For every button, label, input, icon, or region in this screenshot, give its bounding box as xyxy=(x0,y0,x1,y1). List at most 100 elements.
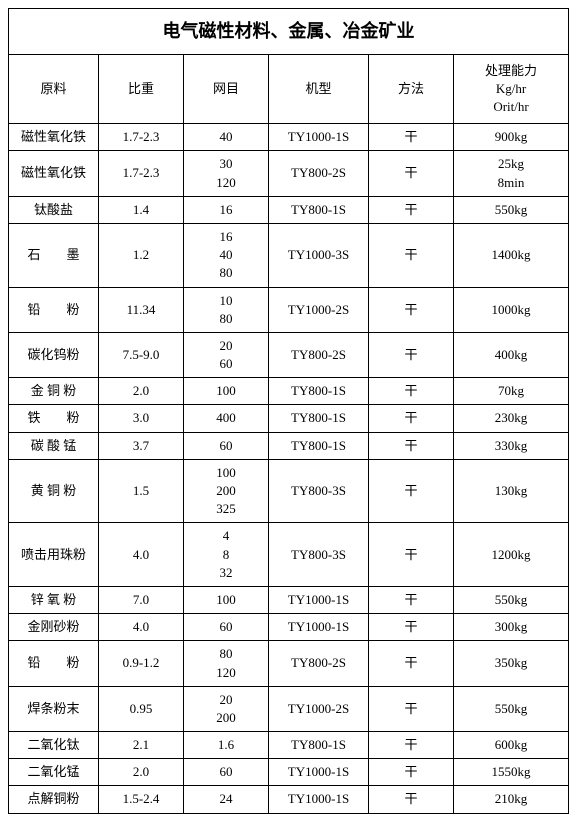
cell-specific-gravity: 2.1 xyxy=(99,732,184,759)
table-row: 铅 粉11.3410 80TY1000-2S干1000kg xyxy=(9,287,569,332)
cell-specific-gravity: 1.2 xyxy=(99,223,184,287)
cell-specific-gravity: 3.7 xyxy=(99,432,184,459)
cell-specific-gravity: 7.5-9.0 xyxy=(99,332,184,377)
cell-specific-gravity: 1.7-2.3 xyxy=(99,124,184,151)
cell-specific-gravity: 3.0 xyxy=(99,405,184,432)
cell-capacity: 900kg xyxy=(454,124,569,151)
cell-material: 焊条粉末 xyxy=(9,686,99,731)
table-title: 电气磁性材料、金属、冶金矿业 xyxy=(9,9,569,55)
table-row: 喷击用珠粉4.04 8 32TY800-3S干1200kg xyxy=(9,523,569,587)
cell-mesh: 40 xyxy=(184,124,269,151)
cell-model: TY800-2S xyxy=(269,641,369,686)
cell-specific-gravity: 0.95 xyxy=(99,686,184,731)
cell-mesh: 60 xyxy=(184,432,269,459)
cell-capacity: 550kg xyxy=(454,196,569,223)
cell-specific-gravity: 7.0 xyxy=(99,586,184,613)
cell-capacity: 600kg xyxy=(454,732,569,759)
table-row: 钛酸盐1.416TY800-1S干550kg xyxy=(9,196,569,223)
table-row: 碳化钨粉7.5-9.020 60TY800-2S干400kg xyxy=(9,332,569,377)
cell-capacity: 1000kg xyxy=(454,287,569,332)
cell-model: TY1000-1S xyxy=(269,586,369,613)
table-row: 碳 酸 锰3.760TY800-1S干330kg xyxy=(9,432,569,459)
table-body: 磁性氧化铁1.7-2.340TY1000-1S干900kg磁性氧化铁1.7-2.… xyxy=(9,124,569,813)
cell-capacity: 550kg xyxy=(454,586,569,613)
cell-specific-gravity: 11.34 xyxy=(99,287,184,332)
cell-material: 喷击用珠粉 xyxy=(9,523,99,587)
table-container: 电气磁性材料、金属、冶金矿业 原料 比重 网目 机型 方法 处理能力 Kg/hr… xyxy=(8,8,568,814)
cell-mesh: 100 xyxy=(184,378,269,405)
cell-material: 钛酸盐 xyxy=(9,196,99,223)
cell-mesh: 30 120 xyxy=(184,151,269,196)
cell-specific-gravity: 1.5 xyxy=(99,459,184,523)
cell-model: TY1000-1S xyxy=(269,759,369,786)
cell-mesh: 20 200 xyxy=(184,686,269,731)
cell-capacity: 25kg 8min xyxy=(454,151,569,196)
cell-model: TY800-1S xyxy=(269,196,369,223)
cell-method: 干 xyxy=(369,614,454,641)
cell-method: 干 xyxy=(369,586,454,613)
cell-capacity: 400kg xyxy=(454,332,569,377)
table-row: 焊条粉末0.9520 200TY1000-2S干550kg xyxy=(9,686,569,731)
cell-model: TY1000-1S xyxy=(269,786,369,813)
cell-method: 干 xyxy=(369,432,454,459)
cell-mesh: 20 60 xyxy=(184,332,269,377)
cell-model: TY1000-1S xyxy=(269,124,369,151)
table-row: 锌 氧 粉7.0100TY1000-1S干550kg xyxy=(9,586,569,613)
cell-model: TY800-1S xyxy=(269,732,369,759)
header-material: 原料 xyxy=(9,55,99,124)
cell-mesh: 1.6 xyxy=(184,732,269,759)
cell-capacity: 330kg xyxy=(454,432,569,459)
materials-table: 电气磁性材料、金属、冶金矿业 原料 比重 网目 机型 方法 处理能力 Kg/hr… xyxy=(8,8,569,814)
cell-mesh: 100 200 325 xyxy=(184,459,269,523)
cell-capacity: 1400kg xyxy=(454,223,569,287)
cell-material: 黄 铜 粉 xyxy=(9,459,99,523)
cell-method: 干 xyxy=(369,124,454,151)
table-row: 黄 铜 粉1.5100 200 325TY800-3S干130kg xyxy=(9,459,569,523)
cell-material: 石 墨 xyxy=(9,223,99,287)
cell-material: 碳 酸 锰 xyxy=(9,432,99,459)
cell-mesh: 400 xyxy=(184,405,269,432)
cell-specific-gravity: 2.0 xyxy=(99,759,184,786)
cell-model: TY800-1S xyxy=(269,378,369,405)
cell-capacity: 210kg xyxy=(454,786,569,813)
cell-method: 干 xyxy=(369,786,454,813)
cell-method: 干 xyxy=(369,732,454,759)
cell-material: 铅 粉 xyxy=(9,641,99,686)
cell-method: 干 xyxy=(369,151,454,196)
cell-material: 碳化钨粉 xyxy=(9,332,99,377)
table-row: 金 铜 粉2.0100TY800-1S干70kg xyxy=(9,378,569,405)
cell-model: TY800-2S xyxy=(269,332,369,377)
cell-mesh: 4 8 32 xyxy=(184,523,269,587)
header-method: 方法 xyxy=(369,55,454,124)
table-row: 二氧化锰2.060TY1000-1S干1550kg xyxy=(9,759,569,786)
cell-specific-gravity: 1.4 xyxy=(99,196,184,223)
table-row: 铅 粉0.9-1.280 120TY800-2S干350kg xyxy=(9,641,569,686)
cell-material: 磁性氧化铁 xyxy=(9,151,99,196)
cell-mesh: 10 80 xyxy=(184,287,269,332)
cell-capacity: 1200kg xyxy=(454,523,569,587)
cell-capacity: 550kg xyxy=(454,686,569,731)
cell-method: 干 xyxy=(369,641,454,686)
cell-method: 干 xyxy=(369,459,454,523)
header-mesh: 网目 xyxy=(184,55,269,124)
header-row: 原料 比重 网目 机型 方法 处理能力 Kg/hr Orit/hr xyxy=(9,55,569,124)
cell-method: 干 xyxy=(369,759,454,786)
table-row: 石 墨1.216 40 80TY1000-3S干1400kg xyxy=(9,223,569,287)
cell-model: TY800-2S xyxy=(269,151,369,196)
cell-method: 干 xyxy=(369,405,454,432)
cell-capacity: 70kg xyxy=(454,378,569,405)
cell-material: 二氧化钛 xyxy=(9,732,99,759)
cell-mesh: 24 xyxy=(184,786,269,813)
cell-capacity: 130kg xyxy=(454,459,569,523)
cell-method: 干 xyxy=(369,287,454,332)
cell-mesh: 60 xyxy=(184,759,269,786)
cell-method: 干 xyxy=(369,223,454,287)
cell-model: TY800-3S xyxy=(269,523,369,587)
cell-specific-gravity: 4.0 xyxy=(99,614,184,641)
cell-method: 干 xyxy=(369,686,454,731)
table-row: 二氧化钛2.11.6TY800-1S干600kg xyxy=(9,732,569,759)
table-row: 磁性氧化铁1.7-2.340TY1000-1S干900kg xyxy=(9,124,569,151)
cell-mesh: 100 xyxy=(184,586,269,613)
cell-specific-gravity: 2.0 xyxy=(99,378,184,405)
cell-method: 干 xyxy=(369,332,454,377)
